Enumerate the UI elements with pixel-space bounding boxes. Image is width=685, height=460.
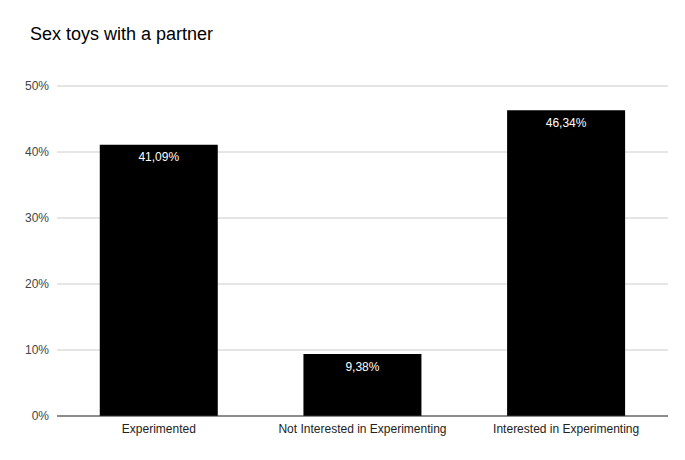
svg-text:Not Interested in Experimentin: Not Interested in Experimenting	[278, 422, 446, 436]
svg-text:46,34%: 46,34%	[546, 116, 587, 130]
svg-text:9,38%: 9,38%	[345, 360, 379, 374]
svg-text:30%: 30%	[25, 211, 49, 225]
svg-text:20%: 20%	[25, 277, 49, 291]
svg-text:50%: 50%	[25, 79, 49, 93]
html-text:Sex toys with a partner: Sex toys with a partner	[30, 24, 214, 44]
svg-text:10%: 10%	[25, 343, 49, 357]
svg-text:0%: 0%	[32, 409, 50, 423]
svg-text:40%: 40%	[25, 145, 49, 159]
svg-text:41,09%: 41,09%	[138, 150, 179, 164]
svg-text:Interested in Experimenting: Interested in Experimenting	[493, 422, 639, 436]
svg-text:Experimented: Experimented	[122, 422, 196, 436]
